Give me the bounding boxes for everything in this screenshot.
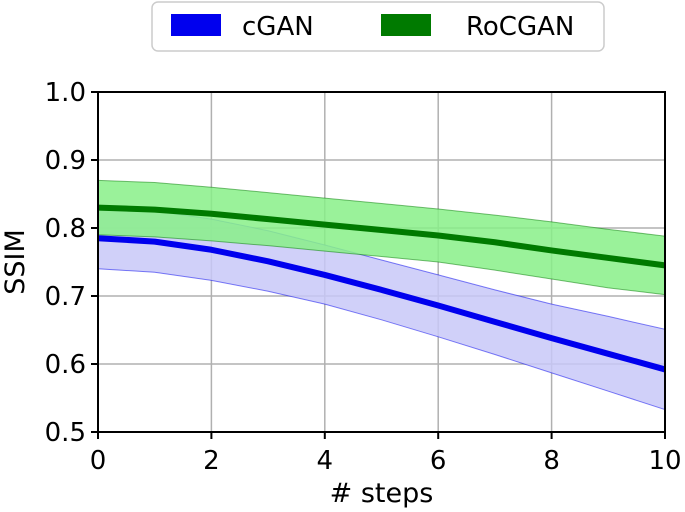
y-tick-label: 0.8 bbox=[45, 214, 86, 244]
legend-swatch-rocgan bbox=[381, 14, 431, 36]
x-tick-label: 10 bbox=[648, 446, 681, 476]
legend-label-rocgan: RoCGAN bbox=[466, 12, 574, 42]
y-tick-label: 0.9 bbox=[45, 146, 86, 176]
y-tick-label: 0.7 bbox=[45, 282, 86, 312]
x-axis-ticks: 0 2 4 6 8 10 bbox=[90, 432, 682, 476]
x-tick-label: 6 bbox=[430, 446, 447, 476]
x-tick-label: 4 bbox=[317, 446, 334, 476]
series-lines bbox=[97, 204, 666, 373]
legend-box bbox=[151, 1, 605, 52]
y-tick-label: 0.6 bbox=[45, 350, 86, 380]
legend-swatch-cgan bbox=[171, 14, 221, 36]
legend: cGAN RoCGAN bbox=[151, 1, 605, 52]
confidence-bands bbox=[97, 179, 666, 411]
series-line-cgan bbox=[97, 235, 666, 373]
y-tick-label: 1.0 bbox=[45, 78, 86, 108]
x-tick-label: 2 bbox=[203, 446, 220, 476]
plot-frame bbox=[97, 91, 666, 433]
series-line-rocgan bbox=[97, 204, 666, 269]
legend-label-cgan: cGAN bbox=[242, 12, 314, 42]
x-tick-label: 0 bbox=[90, 446, 107, 476]
y-axis-ticks: 0.5 0.6 0.7 0.8 0.9 1.0 bbox=[45, 78, 98, 448]
y-tick-label: 0.5 bbox=[45, 418, 86, 448]
x-axis-label: # steps bbox=[330, 478, 434, 509]
y-axis-label: SSIM bbox=[0, 229, 31, 295]
x-tick-label: 8 bbox=[543, 446, 560, 476]
